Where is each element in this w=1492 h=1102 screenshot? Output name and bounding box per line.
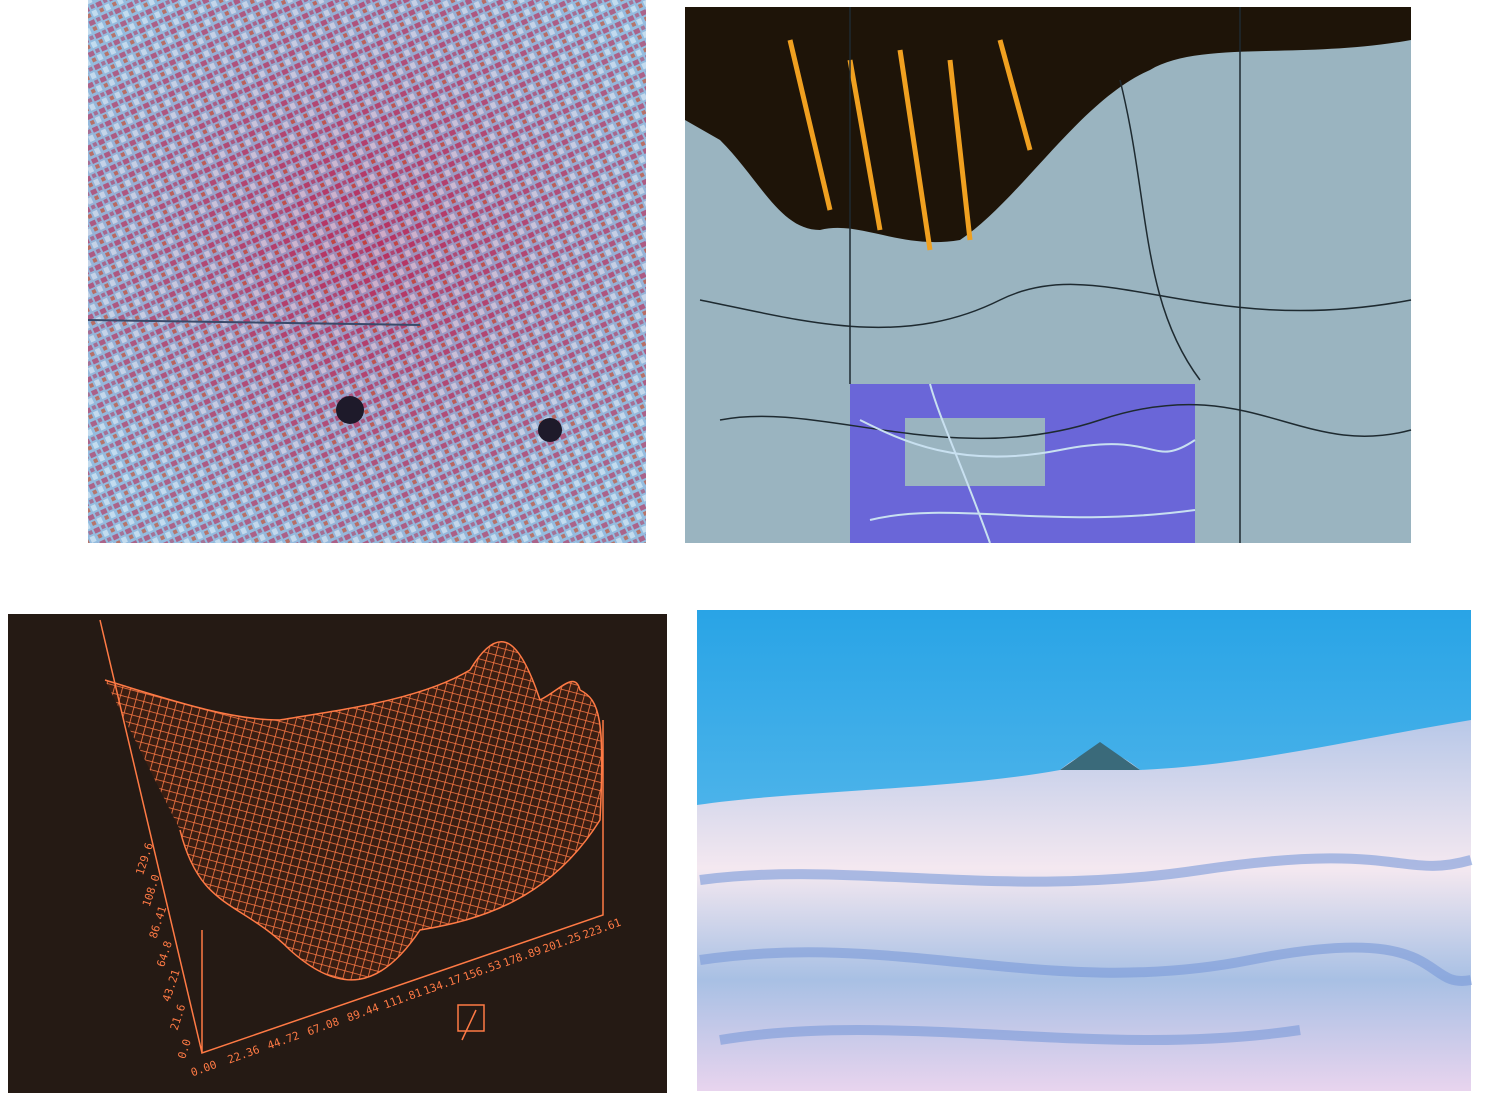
y-tick-label: 0.0 — [175, 1037, 194, 1060]
wireframe-plot: 0.0022.3644.7267.0889.44111.81134.17156.… — [8, 614, 667, 1093]
map-image — [685, 7, 1412, 544]
city-image — [87, 0, 646, 543]
terrain-image — [697, 610, 1473, 1091]
